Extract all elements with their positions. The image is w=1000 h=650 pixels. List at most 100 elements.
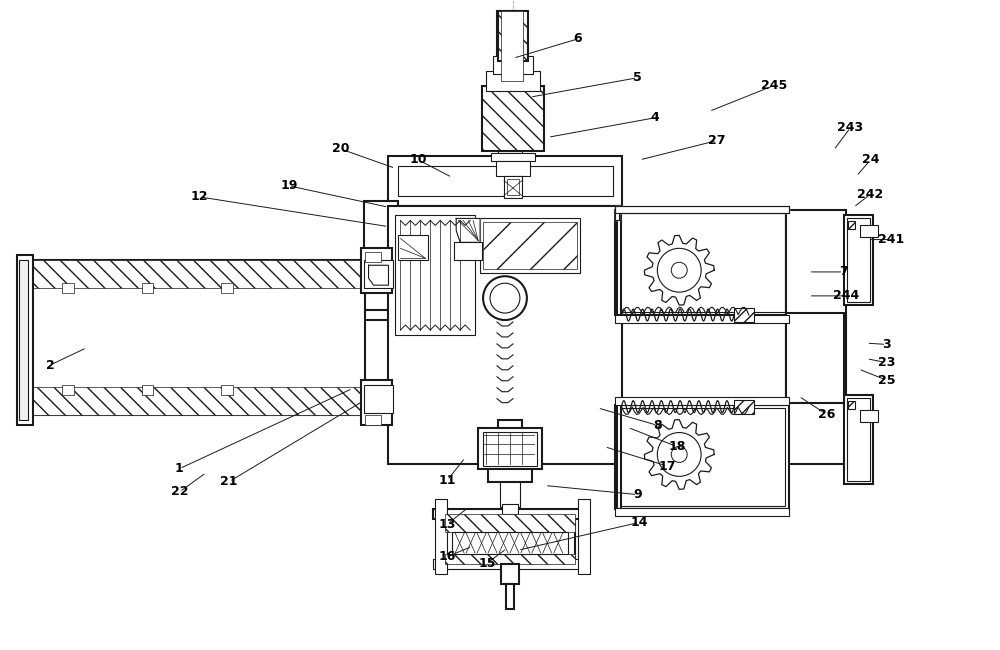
Text: 243: 243 — [837, 121, 864, 134]
Bar — [615, 508, 789, 516]
Bar — [506, 584, 514, 609]
Text: 4: 4 — [650, 111, 659, 124]
Text: 14: 14 — [631, 516, 648, 529]
Bar — [786, 211, 846, 464]
Bar — [734, 308, 754, 322]
Bar — [847, 398, 870, 482]
Bar — [395, 215, 475, 335]
Text: 6: 6 — [573, 32, 582, 46]
Bar — [365, 252, 381, 262]
Text: 21: 21 — [220, 475, 238, 488]
Bar — [24, 260, 365, 288]
Bar — [398, 166, 613, 196]
Bar — [19, 260, 28, 420]
Text: 18: 18 — [669, 440, 686, 453]
Bar — [507, 179, 519, 194]
Bar — [786, 313, 844, 402]
Bar — [500, 482, 520, 507]
Bar — [498, 420, 522, 469]
Circle shape — [671, 447, 687, 462]
Bar — [433, 559, 588, 569]
Bar — [445, 554, 575, 564]
Bar — [483, 432, 537, 467]
Text: 23: 23 — [878, 356, 895, 369]
Bar — [615, 396, 789, 405]
Polygon shape — [456, 218, 480, 242]
Bar — [499, 81, 525, 111]
Bar — [221, 385, 233, 395]
Text: 12: 12 — [191, 190, 208, 203]
Bar — [483, 222, 577, 269]
Text: 9: 9 — [633, 488, 642, 501]
Bar — [364, 260, 393, 288]
Bar — [498, 138, 522, 153]
Bar — [501, 83, 523, 109]
Text: 11: 11 — [438, 474, 456, 487]
Circle shape — [490, 283, 520, 313]
Text: 10: 10 — [410, 153, 427, 166]
Bar — [435, 499, 447, 574]
Bar — [364, 201, 398, 310]
Text: 24: 24 — [862, 153, 879, 166]
Text: 26: 26 — [818, 408, 835, 421]
Bar — [860, 410, 878, 422]
Bar — [363, 258, 390, 290]
Text: 242: 242 — [857, 188, 884, 201]
Bar — [491, 153, 535, 161]
Text: 5: 5 — [633, 72, 642, 84]
Polygon shape — [615, 205, 789, 220]
Bar — [615, 405, 789, 509]
Text: 244: 244 — [833, 289, 860, 302]
Text: 25: 25 — [878, 374, 895, 387]
Bar — [62, 283, 74, 293]
Polygon shape — [644, 235, 714, 305]
Bar — [361, 248, 392, 293]
Bar — [847, 218, 870, 302]
Bar — [616, 205, 621, 315]
Bar — [501, 11, 523, 81]
Bar — [24, 387, 365, 415]
Text: 1: 1 — [175, 462, 184, 475]
Text: 15: 15 — [478, 556, 496, 569]
Bar — [503, 126, 519, 138]
Text: 241: 241 — [878, 233, 904, 246]
Bar — [221, 283, 233, 293]
Bar — [615, 315, 789, 323]
Bar — [454, 242, 482, 260]
Circle shape — [657, 248, 701, 292]
Bar — [617, 408, 785, 506]
Bar — [142, 283, 153, 293]
Bar — [497, 11, 527, 81]
Text: 20: 20 — [332, 142, 349, 155]
Bar — [478, 428, 542, 469]
Bar — [445, 514, 575, 532]
Bar — [493, 56, 533, 74]
Polygon shape — [644, 420, 714, 489]
Circle shape — [671, 262, 687, 278]
Bar — [860, 226, 878, 237]
Bar — [24, 260, 365, 415]
Bar — [844, 395, 873, 484]
Text: 245: 245 — [761, 79, 787, 92]
Bar — [494, 111, 530, 126]
Bar — [617, 213, 785, 312]
Bar — [615, 205, 789, 213]
Bar — [433, 509, 588, 519]
Text: 16: 16 — [439, 550, 456, 563]
Bar — [496, 161, 530, 176]
Bar — [482, 86, 544, 151]
Text: 27: 27 — [708, 134, 726, 147]
Bar — [486, 71, 540, 91]
Circle shape — [657, 432, 701, 476]
Bar — [452, 532, 568, 554]
Bar — [504, 176, 522, 198]
Bar — [17, 255, 33, 424]
Text: 8: 8 — [653, 419, 662, 432]
Bar — [445, 514, 575, 564]
Bar — [480, 218, 580, 273]
Bar — [578, 499, 590, 574]
Circle shape — [483, 276, 527, 320]
Bar — [365, 415, 381, 424]
Bar — [62, 385, 74, 395]
Bar — [488, 464, 532, 482]
